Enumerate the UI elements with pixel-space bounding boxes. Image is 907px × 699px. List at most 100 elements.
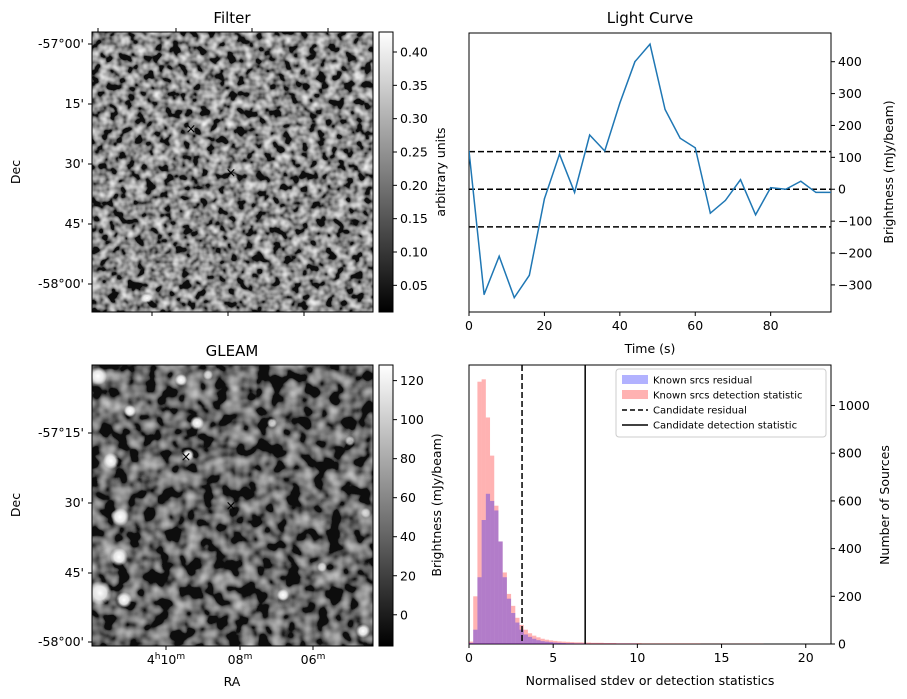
gleam-title: GLEAM	[206, 342, 259, 360]
histogram-bar	[540, 641, 545, 644]
gleam-source	[124, 405, 136, 417]
candidate-marker: ×	[226, 499, 237, 514]
histogram-bar	[574, 642, 579, 644]
histogram-bar	[595, 642, 600, 644]
y-tick-label: 100	[838, 150, 862, 165]
gleam-source	[103, 453, 119, 469]
histogram-bar	[502, 577, 507, 644]
histogram-bar	[519, 624, 524, 644]
gleam-source	[92, 367, 107, 385]
dec-tick-label: 45'	[65, 216, 84, 231]
histogram-bar	[548, 640, 554, 644]
histogram-bar	[548, 642, 554, 644]
histogram-bar	[515, 617, 520, 644]
filter-image	[92, 32, 373, 312]
y-tick-label: −200	[838, 246, 872, 261]
gleam-dec-axis: -57°15' 30' 45' -58°00' Dec	[8, 425, 92, 649]
histogram-bar	[527, 636, 533, 644]
legend-label: Candidate residual	[653, 406, 747, 417]
histogram-bar	[599, 642, 604, 644]
light-curve-point	[709, 212, 711, 214]
histogram-bar	[523, 634, 528, 644]
light-curve-point	[694, 147, 696, 149]
histogram-bar	[603, 643, 608, 644]
colorbar-tick-label: 0.15	[400, 211, 428, 226]
y-tick-label: 400	[838, 54, 862, 69]
dec-tick-label: -57°00'	[38, 36, 84, 51]
gleam-source	[317, 562, 327, 572]
gleam-source	[356, 624, 370, 638]
histogram-bar	[473, 629, 478, 644]
light-curve-point	[619, 102, 621, 104]
gleam-colorbar-gradient	[378, 364, 394, 647]
light-curve-ylabel: Brightness (mJy/beam)	[881, 100, 896, 243]
filter-panel: Filter × × -57°00' 15' 30'	[8, 9, 448, 316]
light-curve-point	[739, 179, 742, 181]
light-curve-line	[469, 42, 831, 300]
light-curve-panel: Light Curve 0 20 40 60 80 −300 −200 −100 0 100 200…	[465, 9, 896, 356]
histogram-legend: Known srcs residual Known srcs detection…	[615, 368, 827, 438]
histogram-bar	[511, 613, 516, 644]
light-curve-point	[664, 108, 666, 111]
light-curve-point	[754, 214, 757, 216]
histogram-bar	[553, 640, 558, 644]
light-curve-point	[724, 199, 727, 201]
y-tick-label: −100	[838, 214, 872, 229]
legend-label: Known srcs residual	[653, 376, 752, 387]
histogram-bar	[570, 643, 575, 644]
histogram-bar	[540, 638, 545, 644]
light-curve-point	[800, 180, 802, 182]
ra-tick-label: 06m	[301, 652, 326, 667]
histogram-bar	[553, 642, 558, 644]
histogram-bar	[586, 642, 592, 644]
legend-label: Candidate detection statistic	[653, 421, 797, 432]
filter-colorbar-gradient	[378, 31, 394, 313]
gleam-source	[110, 548, 128, 566]
histogram-bar	[469, 642, 474, 644]
colorbar-tick-label: 40	[400, 529, 416, 544]
gleam-colorbar-label: Brightness (mJy/beam)	[429, 433, 444, 576]
x-tick-label: 10	[629, 650, 645, 665]
histogram-bar	[490, 500, 495, 644]
gleam-source	[361, 508, 371, 518]
histogram-bar	[481, 379, 486, 644]
light-curve-point	[498, 255, 500, 257]
colorbar-tick-label: 0.40	[400, 45, 428, 60]
light-curve-point	[573, 191, 576, 194]
gleam-ra-axis: 4h10m 08m 06m RA	[147, 646, 326, 689]
histogram-bar	[477, 577, 482, 644]
light-curve-point	[830, 191, 831, 194]
histogram-xlabel: Normalised stdev or detection statistics	[526, 673, 775, 688]
light-curve-point	[815, 191, 817, 194]
histogram-bar	[570, 642, 575, 644]
y-tick-label: 0	[838, 637, 846, 652]
colorbar-tick-label: 20	[400, 568, 416, 583]
gleam-frame	[91, 364, 374, 647]
filter-bright-spot	[228, 172, 238, 184]
histogram-bar	[620, 643, 625, 644]
colorbar-tick-label: 0	[400, 607, 408, 622]
light-curve-point	[543, 198, 546, 200]
legend-label: Known srcs detection statistic	[653, 391, 802, 402]
light-curve-point	[513, 297, 515, 299]
filter-ylabel: Dec	[8, 160, 23, 184]
light-curve-point	[785, 188, 787, 190]
x-tick-label: 0	[465, 650, 473, 665]
filter-title: Filter	[213, 9, 251, 27]
light-curve-point	[558, 153, 561, 155]
histogram-bar	[498, 541, 503, 644]
colorbar-tick-label: 60	[400, 490, 416, 505]
gleam-source	[92, 581, 112, 605]
y-tick-label: 0	[838, 182, 846, 197]
ra-tick-label: 08m	[228, 652, 253, 667]
colorbar-tick-label: 0.10	[400, 245, 428, 260]
colorbar-tick-label: 120	[400, 373, 424, 388]
histogram-ylabel: Number of Sources	[877, 445, 892, 565]
legend-box	[615, 368, 827, 438]
histogram-bar	[544, 641, 549, 644]
histogram-bar	[494, 505, 499, 644]
histogram-bar	[506, 598, 512, 644]
colorbar-tick-label: 80	[400, 451, 416, 466]
x-tick-label: 20	[536, 318, 552, 333]
